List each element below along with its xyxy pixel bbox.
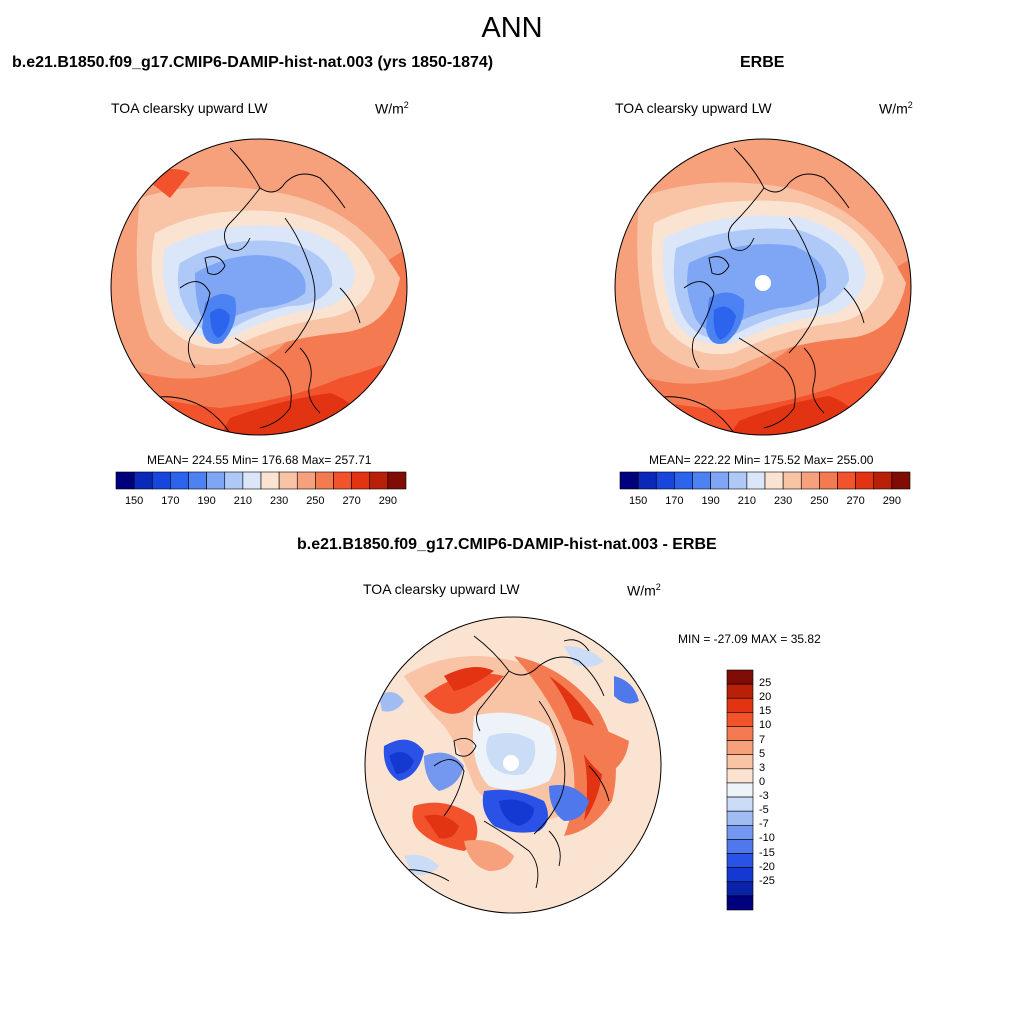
colorbar-box: [115, 471, 135, 490]
colorbar-box: [800, 471, 820, 490]
colorbar-tick-label: -7: [759, 818, 769, 831]
panel-2-colorbar: [619, 471, 911, 490]
panel-1-title: b.e21.B1850.f09_g17.CMIP6-DAMIP-hist-nat…: [12, 54, 494, 71]
colorbar-tick-label: 190: [701, 495, 720, 507]
colorbar-box: [726, 726, 754, 741]
colorbar-box: [315, 471, 334, 490]
colorbar-tick-label: 10: [759, 719, 772, 732]
colorbar-box: [655, 471, 675, 490]
panel-3-variable: TOA clearsky upward LW: [363, 581, 520, 597]
colorbar-box: [855, 471, 875, 490]
colorbar-box: [726, 768, 754, 784]
colorbar-tick-label: 170: [161, 495, 180, 507]
colorbar-tick-label: 270: [846, 495, 865, 507]
colorbar-tick-label: 210: [233, 495, 253, 507]
colorbar-box: [133, 471, 153, 490]
panel-2-stats: MEAN= 222.22 Min= 175.52 Max= 255.00: [649, 453, 874, 467]
colorbar-box: [819, 471, 838, 490]
colorbar-box: [637, 471, 657, 490]
colorbar-box: [726, 782, 754, 798]
colorbar-box: [242, 471, 262, 490]
colorbar-tick-label: 150: [628, 495, 648, 507]
colorbar-box: [726, 839, 754, 854]
colorbar-box: [726, 824, 754, 840]
panel-2-units: W/m2: [879, 100, 913, 117]
colorbar-box: [188, 471, 207, 490]
colorbar-box: [206, 471, 226, 490]
colorbar-tick-label: 230: [773, 495, 793, 507]
colorbar-tick-label: 290: [882, 495, 902, 507]
colorbar-box: [151, 471, 171, 490]
colorbar-box: [726, 853, 754, 868]
colorbar-tick-label: -25: [759, 874, 775, 887]
colorbar-tick-label: 250: [306, 495, 325, 507]
panel-2-title: ERBE: [740, 54, 785, 71]
panel-3-title: b.e21.B1850.f09_g17.CMIP6-DAMIP-hist-nat…: [297, 536, 717, 553]
colorbar-box: [726, 810, 754, 826]
colorbar-tick-label: 270: [342, 495, 361, 507]
colorbar-tick-label: 210: [737, 495, 757, 507]
colorbar-tick-label: 3: [759, 761, 766, 774]
panel-2-variable: TOA clearsky upward LW: [615, 100, 772, 116]
colorbar-box: [387, 471, 407, 490]
colorbar-tick-label: 25: [759, 677, 772, 690]
colorbar-box: [891, 471, 911, 490]
colorbar-box: [726, 683, 754, 699]
colorbar-tick-label: -20: [759, 860, 775, 873]
colorbar-box: [726, 867, 754, 883]
colorbar-box: [873, 471, 893, 490]
colorbar-tick-label: 5: [759, 747, 766, 760]
colorbar-box: [674, 471, 693, 490]
panel-1-colorbar: [115, 471, 407, 490]
colorbar-box: [726, 754, 754, 770]
panel-3-colorbar: [726, 669, 754, 911]
colorbar-box: [746, 471, 766, 490]
colorbar-tick-label: 290: [378, 495, 398, 507]
colorbar-tick-label: -10: [759, 832, 775, 845]
panel-1-stats: MEAN= 224.55 Min= 176.68 Max= 257.71: [147, 453, 372, 467]
panel-1-units: W/m2: [375, 100, 409, 117]
colorbar-box: [224, 471, 244, 490]
panel-2-polar-map: [614, 138, 912, 436]
colorbar-tick-label: 230: [269, 495, 289, 507]
colorbar-box: [726, 740, 754, 756]
colorbar-tick-label: 20: [759, 691, 772, 704]
figure-title: ANN: [481, 12, 543, 44]
colorbar-box: [351, 471, 371, 490]
colorbar-tick-label: 15: [759, 705, 772, 718]
colorbar-box: [837, 471, 856, 490]
colorbar-box: [726, 796, 754, 812]
colorbar-box: [692, 471, 711, 490]
colorbar-box: [726, 697, 754, 713]
colorbar-box: [333, 471, 352, 490]
colorbar-tick-label: 0: [759, 775, 766, 788]
colorbar-box: [260, 471, 280, 490]
colorbar-tick-label: -3: [759, 790, 769, 803]
colorbar-tick-label: 7: [759, 733, 766, 746]
colorbar-tick-label: 170: [665, 495, 684, 507]
colorbar-tick-label: 250: [810, 495, 829, 507]
colorbar-box: [369, 471, 389, 490]
colorbar-box: [619, 471, 639, 490]
colorbar-box: [726, 669, 754, 685]
colorbar-box: [726, 895, 754, 911]
panel-1-variable: TOA clearsky upward LW: [111, 100, 268, 116]
colorbar-tick-label: 150: [124, 495, 144, 507]
colorbar-box: [710, 471, 730, 490]
colorbar-box: [296, 471, 316, 490]
colorbar-box: [782, 471, 802, 490]
panel-3-units: W/m2: [627, 582, 661, 599]
colorbar-tick-label: -5: [759, 804, 769, 817]
colorbar-tick-label: 190: [197, 495, 216, 507]
colorbar-box: [726, 712, 754, 727]
colorbar-box: [728, 471, 748, 490]
colorbar-tick-label: -15: [759, 846, 775, 859]
colorbar-box: [726, 881, 754, 897]
colorbar-box: [170, 471, 189, 490]
panel-3-polar-map: [364, 616, 662, 914]
panel-3-stats: MIN = -27.09 MAX = 35.82: [678, 632, 821, 646]
panel-1-polar-map: [110, 138, 408, 436]
colorbar-box: [278, 471, 298, 490]
colorbar-box: [764, 471, 784, 490]
